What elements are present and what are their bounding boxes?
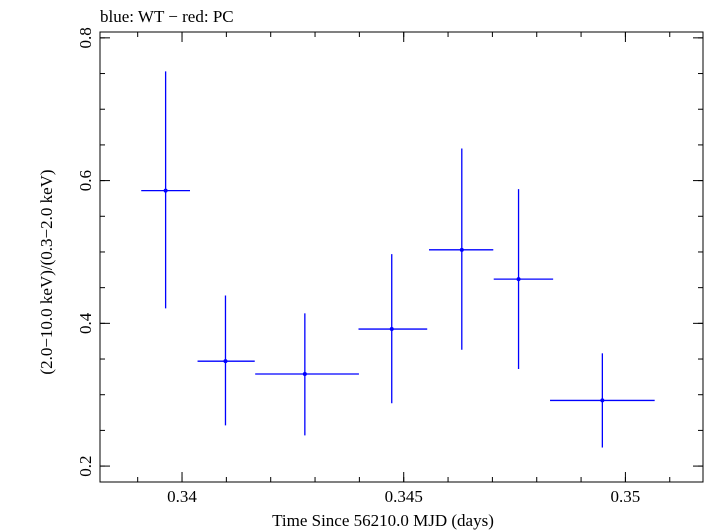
point-marker — [223, 359, 228, 364]
point-marker — [459, 247, 464, 252]
y-axis-label: (2.0−10.0 keV)/(0.3−2.0 keV) — [37, 169, 56, 374]
x-axis-label: Time Since 56210.0 MJD (days) — [272, 511, 494, 530]
point-marker — [516, 277, 521, 282]
data-point — [141, 71, 191, 309]
data-point — [358, 254, 428, 404]
data-series — [141, 71, 655, 448]
data-point — [550, 353, 655, 448]
data-point — [428, 148, 494, 350]
chart-title: blue: WT − red: PC — [100, 7, 234, 26]
data-point — [197, 295, 255, 426]
data-point — [493, 189, 554, 370]
point-marker — [389, 327, 394, 332]
x-tick-label: 0.34 — [167, 487, 197, 506]
plot-frame — [99, 31, 704, 483]
point-marker — [163, 188, 168, 193]
y-tick-label: 0.4 — [76, 312, 95, 334]
x-tick-label: 0.345 — [385, 487, 423, 506]
x-tick-label: 0.35 — [611, 487, 641, 506]
data-point — [255, 313, 359, 436]
point-marker — [600, 398, 605, 403]
point-marker — [302, 372, 307, 377]
y-tick-label: 0.2 — [76, 455, 95, 476]
y-tick-label: 0.8 — [76, 27, 95, 48]
axis-ticks: 0.34 0.345 0.35 0.2 0.4 0.6 0.8 — [76, 27, 703, 506]
y-tick-label: 0.6 — [76, 170, 95, 191]
